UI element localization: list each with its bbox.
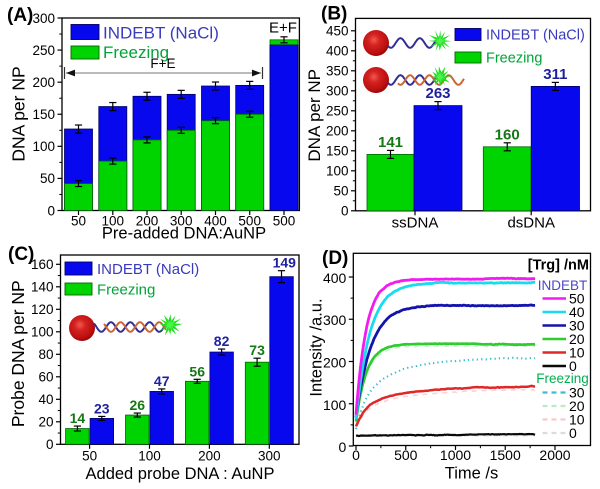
svg-text:200: 200 <box>326 124 349 139</box>
svg-text:50: 50 <box>569 291 585 307</box>
svg-text:250: 250 <box>326 104 349 119</box>
svg-text:Freezing: Freezing <box>97 282 155 299</box>
svg-text:INDEBT: INDEBT <box>538 278 588 293</box>
svg-text:20: 20 <box>38 415 53 430</box>
svg-text:0: 0 <box>339 439 347 455</box>
svg-text:(B): (B) <box>321 4 347 25</box>
svg-text:40: 40 <box>569 304 585 320</box>
svg-text:160: 160 <box>31 257 54 272</box>
svg-text:[Trg] /nM: [Trg] /nM <box>528 258 589 274</box>
svg-text:300: 300 <box>323 312 347 328</box>
svg-text:20: 20 <box>569 398 585 414</box>
svg-text:Pre-added DNA:AuNP: Pre-added DNA:AuNP <box>102 225 266 243</box>
svg-text:20: 20 <box>569 331 585 347</box>
svg-text:100: 100 <box>31 325 54 340</box>
svg-text:2000: 2000 <box>539 447 570 463</box>
svg-text:500: 500 <box>394 447 418 463</box>
svg-text:140: 140 <box>31 280 54 295</box>
svg-text:INDEBT (NaCl): INDEBT (NaCl) <box>486 28 585 44</box>
svg-text:0: 0 <box>352 447 360 463</box>
svg-text:300: 300 <box>326 84 349 99</box>
svg-text:30: 30 <box>569 385 585 401</box>
svg-text:(A): (A) <box>7 5 33 26</box>
svg-text:30: 30 <box>569 318 585 334</box>
svg-text:200: 200 <box>198 449 221 464</box>
svg-text:82: 82 <box>214 333 230 349</box>
svg-text:Intensity /a.u.: Intensity /a.u. <box>308 298 326 396</box>
svg-text:200: 200 <box>136 214 159 229</box>
svg-text:50: 50 <box>40 171 55 186</box>
svg-text:50: 50 <box>71 214 86 229</box>
svg-text:14: 14 <box>70 410 86 426</box>
svg-text:150: 150 <box>32 107 55 122</box>
svg-text:400: 400 <box>326 44 349 59</box>
svg-text:26: 26 <box>130 397 146 413</box>
svg-text:50: 50 <box>82 449 97 464</box>
svg-text:Time /s: Time /s <box>445 465 498 483</box>
svg-text:400: 400 <box>323 270 347 286</box>
svg-text:1500: 1500 <box>490 447 521 463</box>
svg-text:(C): (C) <box>8 244 34 265</box>
svg-text:263: 263 <box>425 85 450 102</box>
svg-text:0: 0 <box>569 358 577 374</box>
svg-text:450: 450 <box>326 24 349 39</box>
svg-text:10: 10 <box>569 412 585 428</box>
svg-text:Freezing: Freezing <box>486 51 542 67</box>
svg-text:DNA per NP: DNA per NP <box>305 69 324 162</box>
svg-text:23: 23 <box>94 400 110 416</box>
svg-text:250: 250 <box>32 43 55 58</box>
svg-text:100: 100 <box>323 397 347 413</box>
svg-text:50: 50 <box>333 184 348 199</box>
svg-text:(D): (D) <box>322 248 348 269</box>
svg-text:100: 100 <box>138 449 161 464</box>
svg-text:0: 0 <box>569 425 577 441</box>
svg-text:Freezing: Freezing <box>536 371 589 386</box>
svg-text:350: 350 <box>326 64 349 79</box>
svg-text:100: 100 <box>326 164 349 179</box>
svg-text:40: 40 <box>38 392 53 407</box>
svg-text:100: 100 <box>102 214 125 229</box>
svg-text:INDEBT (NaCl): INDEBT (NaCl) <box>103 24 219 43</box>
svg-text:500: 500 <box>238 214 261 229</box>
svg-text:141: 141 <box>378 134 403 151</box>
svg-text:150: 150 <box>326 144 349 159</box>
svg-text:E+F: E+F <box>269 20 297 37</box>
svg-text:500: 500 <box>273 214 296 229</box>
svg-text:100: 100 <box>32 139 55 154</box>
svg-text:1000: 1000 <box>440 447 471 463</box>
svg-text:dsDNA: dsDNA <box>507 215 555 232</box>
svg-text:0: 0 <box>341 204 349 219</box>
svg-text:300: 300 <box>258 449 281 464</box>
svg-text:300: 300 <box>170 214 193 229</box>
svg-text:10: 10 <box>569 345 585 361</box>
svg-text:47: 47 <box>154 373 170 389</box>
svg-text:200: 200 <box>323 355 347 371</box>
svg-text:ssDNA: ssDNA <box>392 215 439 232</box>
svg-text:INDEBT (NaCl): INDEBT (NaCl) <box>97 261 199 278</box>
svg-text:DNA per NP: DNA per NP <box>9 66 29 161</box>
svg-text:Added probe DNA : AuNP: Added probe DNA : AuNP <box>86 465 275 483</box>
svg-text:0: 0 <box>47 203 55 218</box>
svg-text:F+E: F+E <box>150 56 175 71</box>
svg-text:149: 149 <box>273 255 297 271</box>
svg-text:120: 120 <box>31 302 54 317</box>
svg-text:Freezing: Freezing <box>103 43 169 62</box>
svg-text:80: 80 <box>38 347 53 362</box>
svg-text:0: 0 <box>46 437 54 452</box>
svg-text:73: 73 <box>249 342 265 358</box>
svg-text:Probe DNA per NP: Probe DNA per NP <box>8 280 28 427</box>
svg-text:200: 200 <box>32 75 55 90</box>
svg-text:60: 60 <box>38 370 53 385</box>
svg-text:160: 160 <box>495 126 520 143</box>
svg-text:311: 311 <box>543 66 567 83</box>
svg-text:300: 300 <box>32 11 55 26</box>
svg-text:56: 56 <box>189 363 205 379</box>
svg-text:400: 400 <box>204 214 227 229</box>
